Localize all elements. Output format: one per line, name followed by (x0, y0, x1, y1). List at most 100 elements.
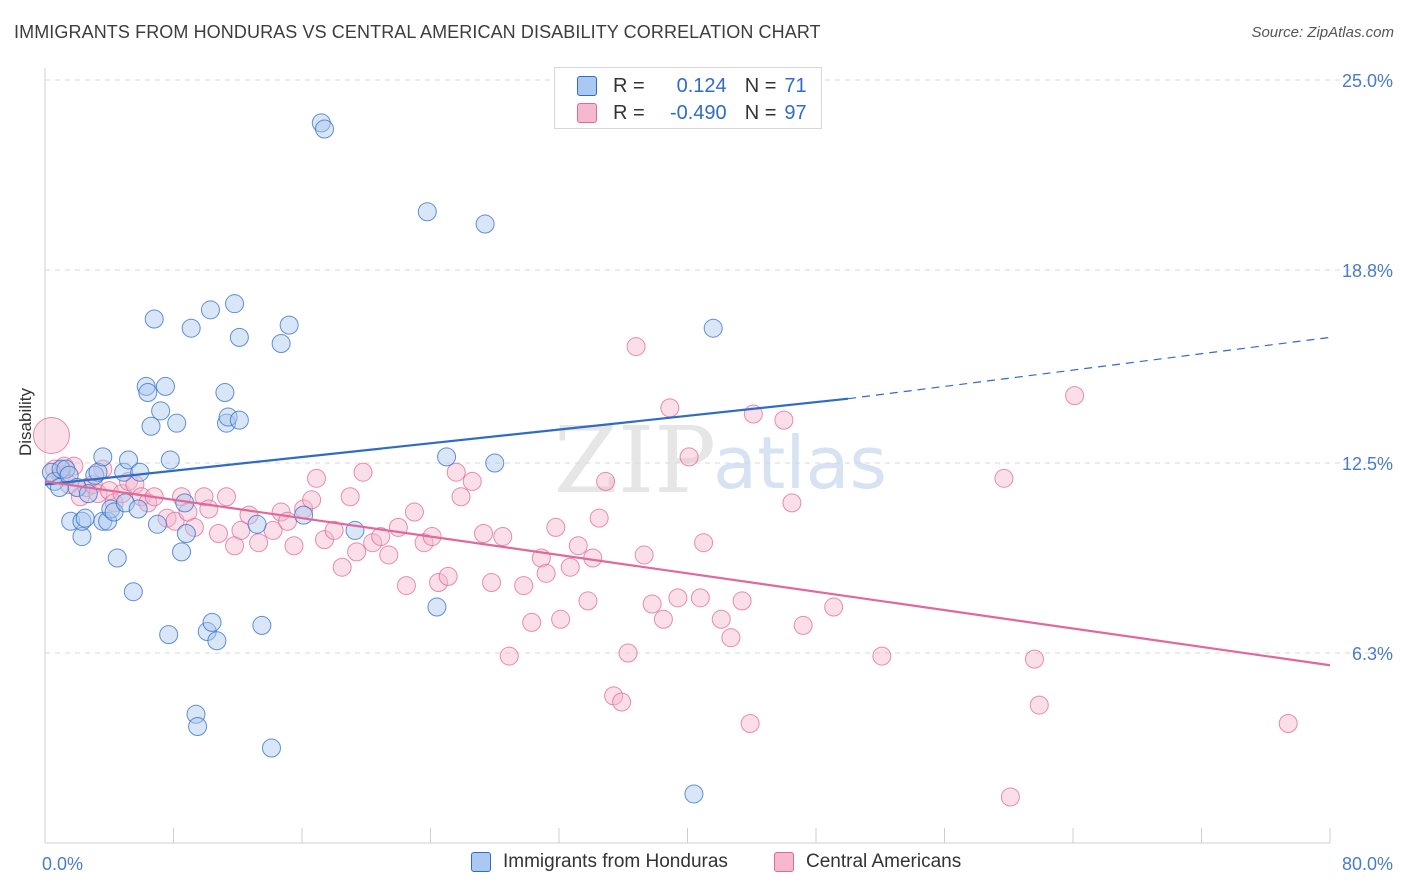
central-americans-point (32, 416, 70, 454)
legend-r-label: R = (613, 74, 645, 97)
scatter-points (32, 113, 1298, 807)
honduras-point (75, 508, 95, 528)
honduras-point (119, 450, 139, 470)
central-americans-point (596, 471, 616, 491)
central-americans-point (514, 576, 534, 596)
honduras-point (202, 612, 222, 632)
central-americans-point (249, 533, 269, 553)
central-americans-point (347, 542, 367, 562)
legend-row-honduras: R = 0.124 N = 71 (577, 73, 807, 99)
central-americans-point (522, 612, 542, 632)
trend-lines (44, 336, 1331, 667)
central-americans-point (482, 573, 502, 593)
honduras-point (128, 499, 148, 519)
central-americans-point (560, 557, 580, 577)
watermark: ZIP atlas (554, 407, 887, 514)
central-americans-point (679, 447, 699, 467)
honduras-point (101, 499, 121, 519)
central-americans-point (546, 517, 566, 537)
honduras-point (72, 511, 92, 531)
central-americans-point (1065, 386, 1085, 406)
legend-swatch-blue (577, 76, 597, 96)
central-americans-point (306, 468, 326, 488)
legend-r-value: 0.124 (676, 74, 727, 97)
central-americans-point (660, 398, 680, 418)
honduras-point (172, 542, 192, 562)
honduras-point (61, 511, 81, 531)
central-americans-point (438, 566, 458, 586)
honduras-point (485, 453, 505, 473)
central-americans-trend-line (44, 480, 1331, 667)
y-tick-label: 6.3% (1352, 644, 1393, 664)
legend-n-label: N = (744, 74, 777, 97)
grid-lines (45, 79, 1392, 654)
y-tick-label: 25.0% (1342, 71, 1393, 91)
watermark-atlas: atlas (713, 421, 887, 505)
central-americans-point (872, 646, 892, 666)
central-americans-point (217, 487, 237, 507)
honduras-point (147, 514, 167, 534)
source-label: Source: ZipAtlas.com (1251, 24, 1394, 41)
central-americans-point (462, 471, 482, 491)
central-americans-point (711, 609, 731, 629)
honduras-point (188, 717, 208, 737)
central-americans-point (54, 456, 74, 476)
honduras-point (217, 413, 237, 433)
legend-r-value: -0.490 (669, 101, 727, 124)
honduras-point (475, 214, 495, 234)
honduras-point (181, 318, 201, 338)
honduras-point (229, 410, 249, 430)
central-americans-point (340, 487, 360, 507)
honduras-point (200, 300, 220, 320)
honduras-point (159, 625, 179, 645)
central-americans-point (578, 591, 598, 611)
central-americans-point (199, 499, 219, 519)
central-americans-point (1029, 695, 1049, 715)
legend-swatch-pink (577, 103, 597, 123)
central-americans-point (589, 508, 609, 528)
central-americans-point (474, 523, 494, 543)
stats-legend: R = 0.124 N = 71 R = -0.490 N = 97 (554, 67, 822, 129)
honduras-point (186, 704, 206, 724)
legend-n-value: 97 (784, 101, 807, 124)
central-americans-point (732, 591, 752, 611)
central-americans-point (379, 545, 399, 565)
central-americans-point (774, 410, 794, 430)
central-americans-point (618, 643, 638, 663)
bottom-legend-swatch-pink (774, 852, 794, 872)
central-americans-point (694, 533, 714, 553)
central-americans-point (740, 713, 760, 733)
honduras-point (130, 462, 150, 482)
honduras-point (314, 119, 334, 139)
central-americans-point (302, 490, 322, 510)
honduras-point (151, 401, 171, 421)
honduras-point (160, 450, 180, 470)
legend-n-value: 71 (784, 74, 807, 97)
x-tick-label: 0.0% (42, 854, 83, 874)
honduras-point (176, 523, 196, 543)
bottom-legend-honduras: Immigrants from Honduras (471, 851, 728, 873)
honduras-point (107, 548, 127, 568)
honduras-point (136, 376, 156, 396)
honduras-point (294, 505, 314, 525)
central-americans-point (642, 594, 662, 614)
honduras-point (261, 738, 281, 758)
honduras-point (225, 294, 245, 314)
central-americans-point (994, 468, 1014, 488)
bottom-legend-label: Immigrants from Honduras (503, 851, 728, 872)
central-americans-point (446, 462, 466, 482)
honduras-point (247, 514, 267, 534)
central-americans-point (568, 536, 588, 556)
central-americans-point (612, 692, 632, 712)
legend-n-label: N = (744, 101, 777, 124)
central-americans-point (396, 576, 416, 596)
honduras-point (218, 407, 238, 427)
bottom-legend-swatch-blue (471, 852, 491, 872)
central-americans-point (653, 609, 673, 629)
central-americans-point (353, 462, 373, 482)
honduras-point (123, 582, 143, 602)
honduras-point (437, 447, 457, 467)
bottom-legend-central-americans: Central Americans (774, 851, 961, 873)
honduras-point (93, 447, 113, 467)
